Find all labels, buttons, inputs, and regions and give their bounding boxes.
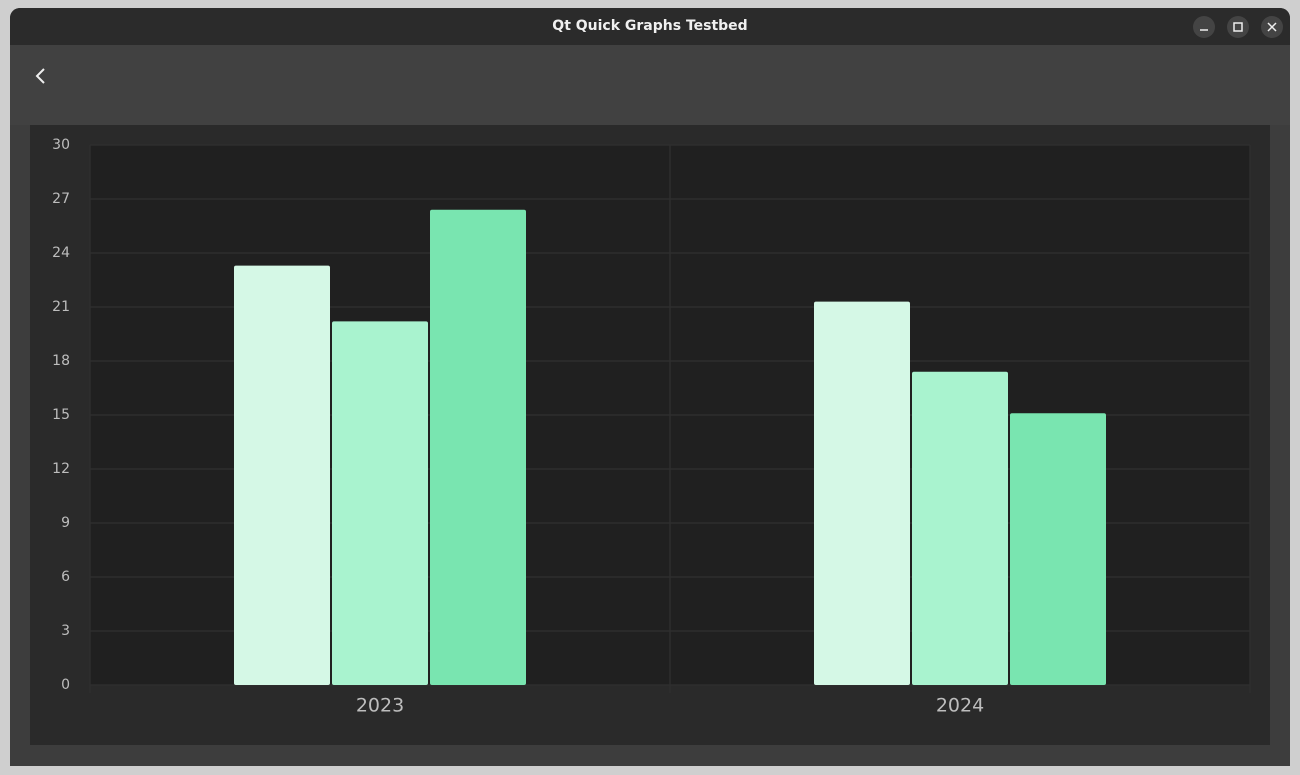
maximize-button[interactable] <box>1227 16 1249 38</box>
title-bar: Qt Quick Graphs Testbed <box>10 8 1290 45</box>
y-tick-label: 3 <box>61 623 70 639</box>
toolbar <box>10 45 1290 125</box>
y-tick-label: 0 <box>61 677 70 693</box>
y-tick-label: 15 <box>52 407 70 423</box>
y-tick-label: 6 <box>61 569 70 585</box>
y-tick-label: 18 <box>52 353 70 369</box>
close-button[interactable] <box>1261 16 1283 38</box>
bar <box>430 209 526 686</box>
y-tick-label: 27 <box>52 191 70 207</box>
x-tick-label: 2024 <box>936 695 984 717</box>
bar <box>814 301 910 685</box>
y-tick-label: 9 <box>61 515 70 531</box>
x-tick-label: 2023 <box>356 695 404 717</box>
window-title: Qt Quick Graphs Testbed <box>552 18 748 34</box>
bar <box>912 371 1008 685</box>
bar <box>234 265 330 685</box>
y-tick-label: 12 <box>52 461 70 477</box>
chart: 0 3 6 9 12 15 18 21 24 27 30 2023 2024 <box>30 125 1270 745</box>
bar <box>332 321 428 685</box>
minimize-button[interactable] <box>1193 16 1215 38</box>
y-tick-label: 24 <box>52 245 70 261</box>
bar <box>1010 413 1106 685</box>
back-button[interactable] <box>30 65 52 87</box>
y-tick-label: 21 <box>52 299 70 315</box>
y-tick-label: 30 <box>52 137 70 153</box>
app-window: Qt Quick Graphs Testbed 0 3 6 9 12 15 18 21 24 27… <box>10 8 1290 766</box>
